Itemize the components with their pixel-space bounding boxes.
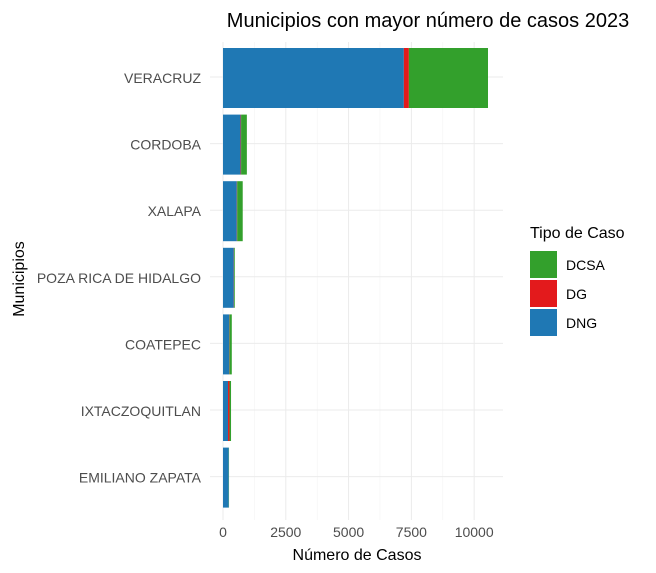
x-tick-labels: 0 2500 5000 7500 10000 [219,524,494,540]
legend-key-dcsa [530,251,557,278]
bar-dng-0 [223,48,404,108]
x-tick-label: 2500 [270,524,301,540]
y-tick-label: IXTACZOQUITLAN [81,403,201,419]
bar-dng-6 [223,447,229,508]
bar-dcsa-4 [229,314,232,375]
chart-title: Municipios con mayor número de casos 202… [227,10,629,32]
y-tick-labels: VERACRUZ CORDOBA XALAPA POZA RICA DE HIDALG… [37,70,202,486]
y-tick-label: COATEPEC [125,336,201,352]
legend-title: Tipo de Caso [530,225,625,242]
y-tick-label: XALAPA [148,203,202,219]
y-tick-label: POZA RICA DE HIDALGO [37,270,201,286]
bar-dng-2 [223,181,237,242]
y-axis-title: Municipios [11,241,28,317]
bar-dcsa-2 [237,181,243,242]
bar-dcsa-1 [241,114,247,175]
bar-dng-3 [223,247,234,308]
x-tick-label: 0 [219,524,227,540]
bar-dg-0 [403,48,409,108]
x-tick-label: 5000 [333,524,364,540]
bar-dcsa-5 [229,381,232,441]
y-tick-label: VERACRUZ [124,70,201,86]
bar-dcsa-3 [234,247,235,308]
bar-dcsa-0 [408,48,488,108]
legend-key-dg [530,280,557,307]
legend-label-dcsa: DCSA [566,257,606,273]
legend: Tipo de Caso DCSA DG DNG [530,225,625,336]
legend-label-dng: DNG [566,315,597,331]
legend-key-dng [530,309,557,336]
bar-dng-5 [223,381,229,441]
bar-dng-1 [223,114,241,175]
grid [210,42,503,520]
x-axis-title: Número de Casos [293,547,422,564]
legend-label-dg: DG [566,286,587,302]
bar-dg-5 [228,381,230,441]
x-tick-label: 10000 [455,524,494,540]
bars [223,48,488,508]
x-tick-label: 7500 [396,524,427,540]
bar-dg-1 [240,114,242,175]
y-tick-label: EMILIANO ZAPATA [79,470,202,486]
y-tick-label: CORDOBA [130,137,201,153]
bar-dng-4 [223,314,230,375]
